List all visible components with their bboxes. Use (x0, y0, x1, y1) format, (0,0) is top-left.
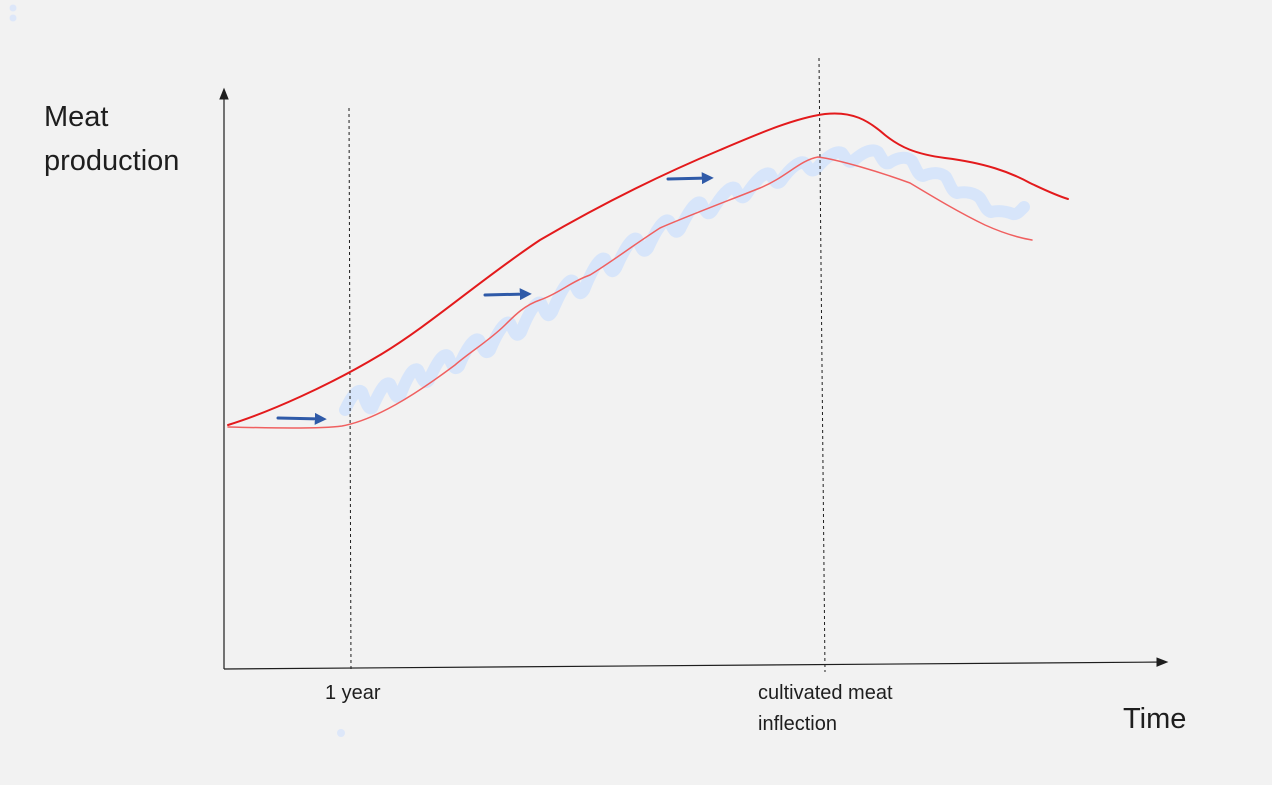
decor-dot (9, 4, 17, 12)
decor-dot (337, 729, 345, 737)
marker-label-1-year: 1 year (325, 682, 381, 704)
y-axis-label-line-1: Meat (44, 101, 109, 133)
marker-line-1-year (348, 107, 352, 673)
progress-arrow-1 (276, 412, 327, 425)
marker-label-inflection-line-2: inflection (758, 713, 837, 735)
progress-arrow-2 (483, 288, 532, 301)
y-axis-label: Meat production (44, 95, 179, 183)
progress-arrow-3 (666, 172, 714, 185)
y-axis-label-line-2: production (44, 145, 180, 177)
decor-dot (9, 14, 17, 22)
upper-production-curve (227, 112, 1069, 426)
marker-label-inflection: cultivated meat inflection (758, 678, 893, 740)
highlight-band (339, 144, 1030, 416)
marker-label-inflection-line-1: cultivated meat (758, 682, 893, 704)
marker-line-inflection (818, 57, 826, 673)
x-axis-label: Time (1123, 703, 1187, 735)
x-axis (223, 657, 1169, 670)
lower-production-curve (227, 156, 1033, 429)
